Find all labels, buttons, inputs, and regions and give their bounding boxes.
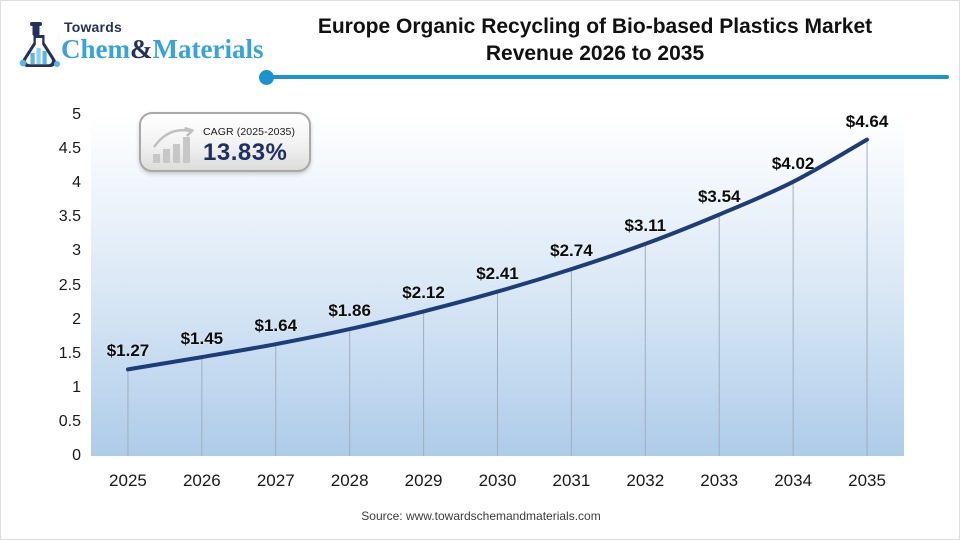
y-axis-tick: 3.5 (58, 208, 81, 226)
x-axis-tick: 2028 (330, 471, 369, 490)
y-axis-tick: 0 (72, 447, 81, 464)
x-axis-tick: 2035 (848, 471, 886, 490)
x-axis-tick: 2031 (552, 471, 591, 490)
x-axis-tick: 2026 (182, 471, 221, 490)
y-axis-tick: 2.5 (58, 276, 81, 294)
x-axis-tick: 2030 (478, 471, 517, 490)
revenue-line (126, 137, 869, 372)
x-axis-tick: 2027 (256, 471, 295, 490)
data-label-2028: $1.86 (328, 301, 371, 321)
cagr-label: CAGR (2025-2035) (203, 126, 296, 138)
data-label-2033: $3.54 (697, 186, 741, 206)
y-axis-tick: 2 (72, 310, 81, 328)
data-label-2034: $4.02 (771, 153, 815, 173)
data-label-2035: $4.64 (845, 111, 889, 131)
data-label-2025: $1.27 (106, 341, 150, 361)
y-axis-tick: 4.5 (58, 140, 81, 158)
brand-logo: Towards Chem&Materials (15, 19, 265, 73)
source-note: Source: www.towardschemandmaterials.com (361, 509, 601, 523)
title-divider-line (268, 75, 949, 79)
data-label-2032: $3.11 (624, 215, 667, 235)
x-axis-tick: 2032 (626, 471, 665, 490)
y-axis-tick: 0.5 (58, 412, 81, 430)
x-axis-tick: 2025 (109, 471, 147, 490)
title-divider-dot (259, 70, 274, 85)
y-axis-tick: 4 (72, 174, 81, 192)
cagr-badge: CAGR (2025-2035) 13.83% (139, 112, 311, 172)
x-axis-tick: 2033 (700, 471, 739, 490)
y-axis-tick: 1.5 (58, 344, 81, 362)
x-axis-tick: 2029 (404, 471, 443, 490)
page-title: Europe Organic Recycling of Bio-based Pl… (317, 15, 873, 65)
y-axis-tick: 3 (72, 242, 81, 260)
logo-towards-text: Towards (64, 19, 122, 35)
y-axis-tick: 1 (72, 378, 81, 396)
cagr-value: 13.83% (203, 139, 288, 166)
x-axis-tick: 2034 (774, 471, 813, 490)
flask-icon (19, 22, 60, 68)
data-label-2030: $2.41 (476, 263, 519, 283)
data-label-2026: $1.45 (180, 329, 224, 349)
logo-brand-text: Chem&Materials (61, 34, 264, 64)
y-axis-tick: 5 (72, 106, 81, 123)
data-label-2027: $1.64 (254, 316, 298, 336)
data-label-2031: $2.74 (550, 241, 593, 261)
data-label-2029: $2.12 (402, 283, 445, 303)
revenue-line-svg (126, 137, 869, 456)
growth-bars-icon (153, 126, 194, 163)
